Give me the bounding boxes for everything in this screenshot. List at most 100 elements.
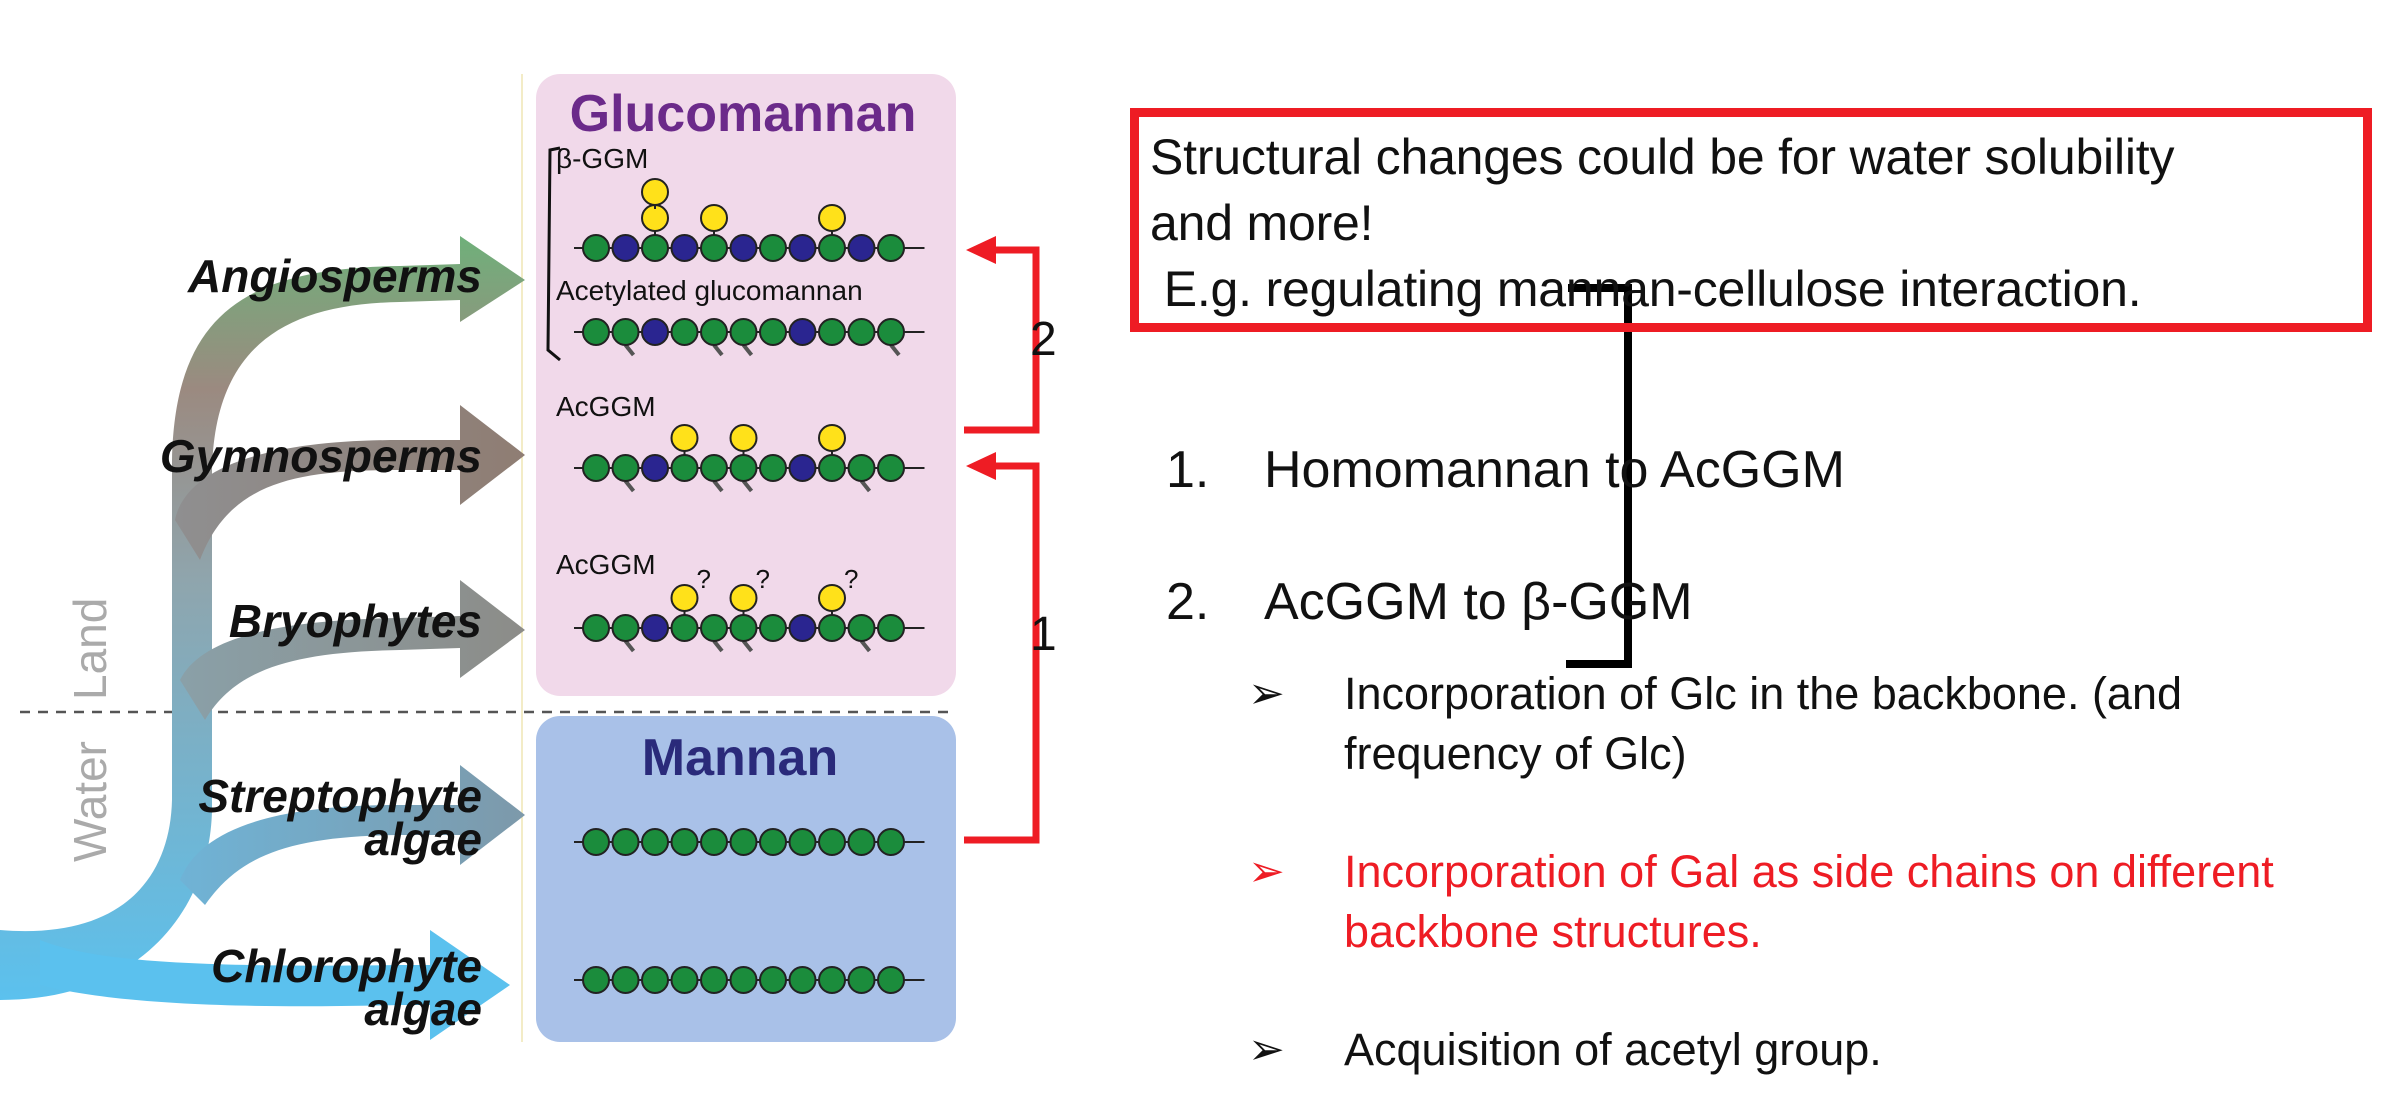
acggm-gymnosperm-label: AcGGM <box>556 391 656 422</box>
galactose-residue <box>818 584 846 612</box>
galactose-residue <box>818 424 846 452</box>
lineage-bryophytes: Bryophytes <box>229 595 482 647</box>
glucose-residue <box>582 966 610 994</box>
galactose-residue <box>729 424 758 452</box>
glucose-residue <box>759 614 787 642</box>
callout-connector <box>1566 284 1632 668</box>
acetyl-group <box>741 479 754 493</box>
glucose-residue <box>847 828 876 856</box>
acetyl-group <box>623 343 636 357</box>
acetyl-group <box>712 479 724 493</box>
glucomannan-panel <box>536 74 956 696</box>
glucose-residue <box>611 318 640 346</box>
glucose-residue <box>877 966 905 994</box>
acggm-bryophyte-label: AcGGM <box>556 549 656 580</box>
mannose-residue <box>788 614 817 642</box>
galactose-residue <box>641 178 669 206</box>
glucose-residue <box>611 614 640 642</box>
glucose-residue <box>729 828 758 856</box>
step-number-1: 1. <box>1166 441 1210 499</box>
acetyl-group <box>889 343 901 357</box>
uncertain-mark: ? <box>756 564 770 594</box>
glucose-residue <box>582 614 610 642</box>
mannose-residue <box>641 318 669 346</box>
glucose-residue <box>729 614 758 642</box>
glucose-residue <box>700 966 728 994</box>
mannose-residue <box>641 614 669 642</box>
callout-line-2: and more! <box>1150 195 1374 251</box>
step-text-2: AcGGM to β-GGM <box>1264 573 1693 631</box>
glucose-residue <box>818 966 846 994</box>
bullet-text-1: Incorporation of Glc in the backbone. (a… <box>1344 668 2183 779</box>
callout-line-3: E.g. regulating mannan-cellulose interac… <box>1150 261 2142 317</box>
callout-line-1: Structural changes could be for water so… <box>1150 129 2175 185</box>
main-trunk-arrow <box>0 236 525 1000</box>
glucose-residue <box>670 614 699 642</box>
glucose-residue <box>818 828 846 856</box>
transition-arrow-1 <box>964 462 1040 844</box>
glucose-residue <box>877 828 905 856</box>
mannan-title: Mannan <box>642 729 838 787</box>
mannose-residue <box>729 234 758 262</box>
mannose-residue <box>611 234 640 262</box>
galactose-residue <box>670 424 699 452</box>
land-label: Land <box>64 598 116 700</box>
galactose-residue <box>670 584 699 612</box>
mannose-residue <box>670 234 699 262</box>
bullet-text-2: Incorporation of Gal as side chains on d… <box>1344 846 2274 957</box>
water-label: Water <box>64 741 116 862</box>
transition-arrow-2 <box>964 246 1040 434</box>
galactose-residue <box>700 204 728 232</box>
glucose-residue <box>759 318 787 346</box>
glucose-residue <box>877 614 905 642</box>
glucose-residue <box>641 234 669 262</box>
glucose-residue <box>759 454 787 482</box>
bullet-arrow-2: ➢ <box>1248 847 1285 896</box>
acetyl-group <box>859 639 872 653</box>
glucose-residue <box>877 318 905 346</box>
glucose-residue <box>788 966 817 994</box>
glucose-residue <box>611 828 640 856</box>
glucose-residue <box>700 318 728 346</box>
transition-label-2: 2 <box>1030 313 1057 366</box>
transition-arrowhead-2 <box>966 236 996 264</box>
chlorophyte-arrow <box>40 930 510 1040</box>
glucose-residue <box>582 828 610 856</box>
glucose-residue <box>641 828 669 856</box>
galactose-residue <box>818 204 846 232</box>
bullet-arrow-1: ➢ <box>1248 669 1285 718</box>
glucose-residue <box>877 454 905 482</box>
glucose-residue <box>611 966 640 994</box>
glucose-residue <box>700 828 728 856</box>
acetyl-group <box>741 639 754 653</box>
acetyl-group <box>623 639 636 653</box>
glucose-residue <box>641 966 669 994</box>
transition-arrowhead-1 <box>966 452 996 480</box>
callout-box <box>1130 108 2372 332</box>
polysaccharide-chains: ??? <box>574 178 925 994</box>
glucose-residue <box>759 234 787 262</box>
mannose-residue <box>847 234 876 262</box>
glucose-residue <box>582 318 610 346</box>
transition-arrows <box>964 246 1040 844</box>
glucose-residue <box>818 318 846 346</box>
acetylated-glucomannan-label: Acetylated glucomannan <box>556 275 863 306</box>
lineage-chlorophyte-algae: algae <box>364 983 482 1035</box>
lineage-angiosperms: Angiosperms <box>187 250 482 302</box>
mannose-residue <box>788 454 817 482</box>
mannose-residue <box>788 234 817 262</box>
mannose-residue <box>788 318 817 346</box>
glucose-residue <box>788 828 817 856</box>
glucose-residue <box>818 614 846 642</box>
uncertain-mark: ? <box>844 564 858 594</box>
glucose-residue <box>729 454 758 482</box>
galactose-residue <box>729 584 758 612</box>
glucose-residue <box>700 454 728 482</box>
acetyl-group <box>859 479 872 493</box>
glucose-residue <box>582 234 610 262</box>
glucose-residue <box>670 318 699 346</box>
acetyl-group <box>712 343 724 357</box>
glucose-residue <box>847 614 876 642</box>
bullet-arrow-3: ➢ <box>1248 1025 1285 1074</box>
